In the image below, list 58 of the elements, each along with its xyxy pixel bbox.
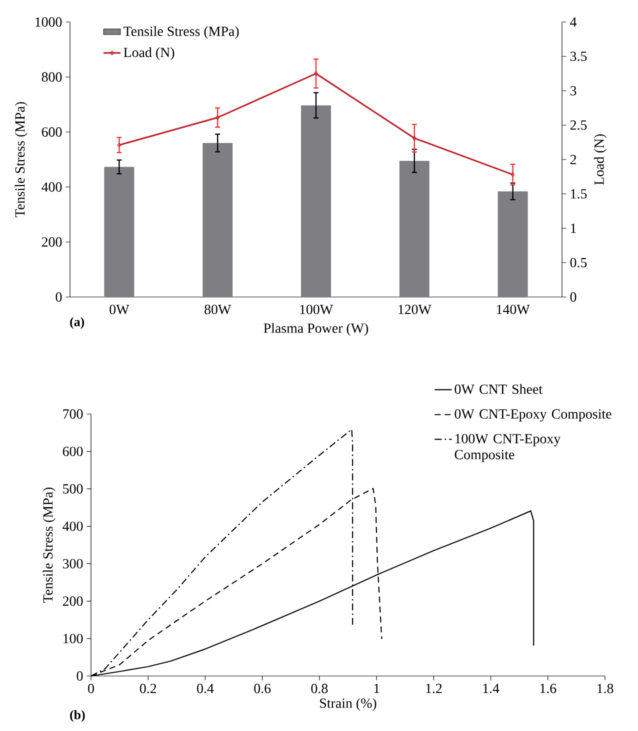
point bbox=[216, 115, 220, 120]
y2-tick-label: 2 bbox=[570, 154, 576, 164]
y-tick-label: 800 bbox=[42, 72, 62, 82]
y2-tick-label: 3.5 bbox=[570, 52, 587, 62]
bar bbox=[399, 160, 430, 297]
y2-tick-label: 1 bbox=[570, 224, 576, 233]
y-tick-label: 0 bbox=[56, 292, 62, 302]
x-axis-title: Strain (%) bbox=[320, 698, 376, 711]
y2-tick-label: 2.5 bbox=[570, 120, 587, 130]
x-tick-label: 0W bbox=[110, 304, 130, 314]
bar bbox=[202, 142, 233, 297]
y2-tick-label: 3 bbox=[570, 86, 576, 96]
legend-label: Load (N) bbox=[124, 47, 174, 60]
y-tick-label: 1000 bbox=[36, 17, 62, 27]
y-tick-label: 500 bbox=[63, 484, 83, 494]
x-tick-label: 1.6 bbox=[540, 684, 556, 694]
x-tick-label: 0.6 bbox=[254, 684, 271, 694]
legend-label: 0W CNT-Epoxy Composite bbox=[454, 409, 612, 422]
legend-label: Tensile Stress (MPa) bbox=[124, 26, 239, 39]
x-tick-label: 0.4 bbox=[197, 684, 214, 694]
x-tick-label: 1.8 bbox=[598, 684, 614, 694]
x-tick-label: 120W bbox=[398, 304, 432, 314]
bar bbox=[104, 166, 134, 297]
y2-tick-label: 0 bbox=[570, 292, 576, 302]
y-tick-label: 600 bbox=[42, 127, 62, 137]
y-tick-label: 300 bbox=[62, 559, 83, 568]
x-tick-label: 1.2 bbox=[426, 684, 442, 694]
y-tick-label: 600 bbox=[62, 446, 83, 456]
y2-tick-label: 4 bbox=[570, 17, 577, 27]
x-axis-title: Plasma Power (W) bbox=[264, 323, 368, 336]
y-tick-label: 400 bbox=[42, 182, 62, 192]
x-tick-label: 140W bbox=[496, 304, 530, 314]
point bbox=[412, 136, 416, 141]
text: (a) bbox=[70, 317, 84, 329]
y-axis-title: Tensile Stress (MPa) bbox=[14, 102, 28, 218]
x-tick-label: 80W bbox=[204, 304, 232, 314]
y-tick-label: 200 bbox=[62, 596, 83, 606]
y2-tick-label: 1.5 bbox=[570, 189, 587, 199]
y-axis-title: Tensile Stress (MPa) bbox=[42, 488, 56, 603]
x-tick-label: 100W bbox=[300, 304, 334, 314]
y-tick-label: 100 bbox=[64, 634, 83, 644]
y-tick-label: 400 bbox=[62, 522, 83, 531]
y2-tick-label: 0.5 bbox=[570, 258, 587, 268]
y-tick-label: 700 bbox=[63, 409, 83, 419]
legend-label: 100W CNT-Epoxy Composite bbox=[454, 434, 561, 462]
x-tick-label: 0 bbox=[88, 684, 94, 694]
x-tick-label: 0.8 bbox=[311, 684, 328, 694]
x-tick-label: 1 bbox=[374, 684, 380, 693]
x-tick-label: 1.4 bbox=[483, 684, 500, 694]
y-tick-label: 200 bbox=[42, 237, 62, 247]
bar bbox=[301, 105, 332, 297]
bar bbox=[498, 191, 528, 297]
text: (b) bbox=[70, 710, 85, 722]
legend-label: 0W CNT Sheet bbox=[454, 384, 542, 394]
y2-axis-title: Load (N) bbox=[594, 134, 607, 185]
y-tick-label: 0 bbox=[76, 671, 83, 681]
point bbox=[314, 71, 318, 76]
x-tick-label: 0.2 bbox=[140, 684, 156, 694]
